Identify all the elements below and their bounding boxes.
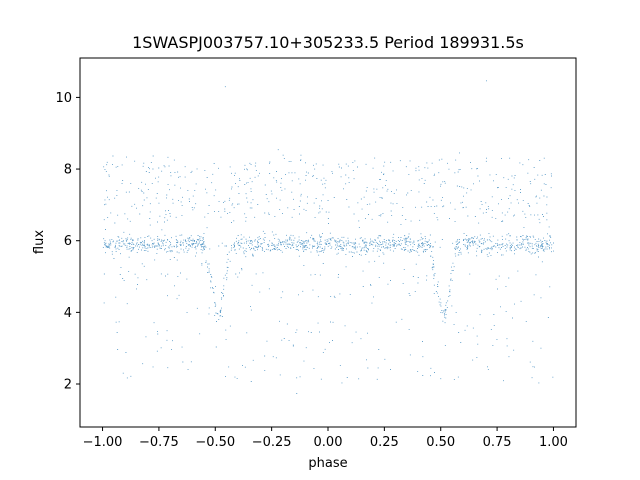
y-tick-label: 6 [64,234,72,249]
x-tick-label: −0.75 [139,435,179,450]
x-tick-label: −0.50 [195,435,235,450]
y-tick-label: 2 [64,378,72,393]
x-tick-label: 0.50 [426,435,455,450]
y-axis-label: flux [32,230,47,254]
x-tick-label: 0.25 [370,435,399,450]
y-tick-label: 4 [64,306,72,321]
chart-title: 1SWASPJ003757.10+305233.5 Period 189931.… [132,33,524,52]
x-tick-label: −0.25 [252,435,292,450]
x-tick-label: 0.75 [483,435,512,450]
data-point-cloud [102,80,554,394]
y-tick-label: 8 [64,163,72,178]
x-tick-label: −1.00 [83,435,123,450]
y-axis-ticks: 2 4 6 8 10 [55,91,80,393]
x-tick-label: 0.00 [314,435,343,450]
x-axis-label: phase [308,456,347,471]
x-tick-label: 1.00 [539,435,568,450]
y-tick-label: 10 [55,91,72,106]
scatter-points [102,80,554,394]
x-axis-ticks: −1.00 −0.75 −0.50 −0.25 0.00 0.25 0.50 0.75 1.00 [83,427,568,450]
